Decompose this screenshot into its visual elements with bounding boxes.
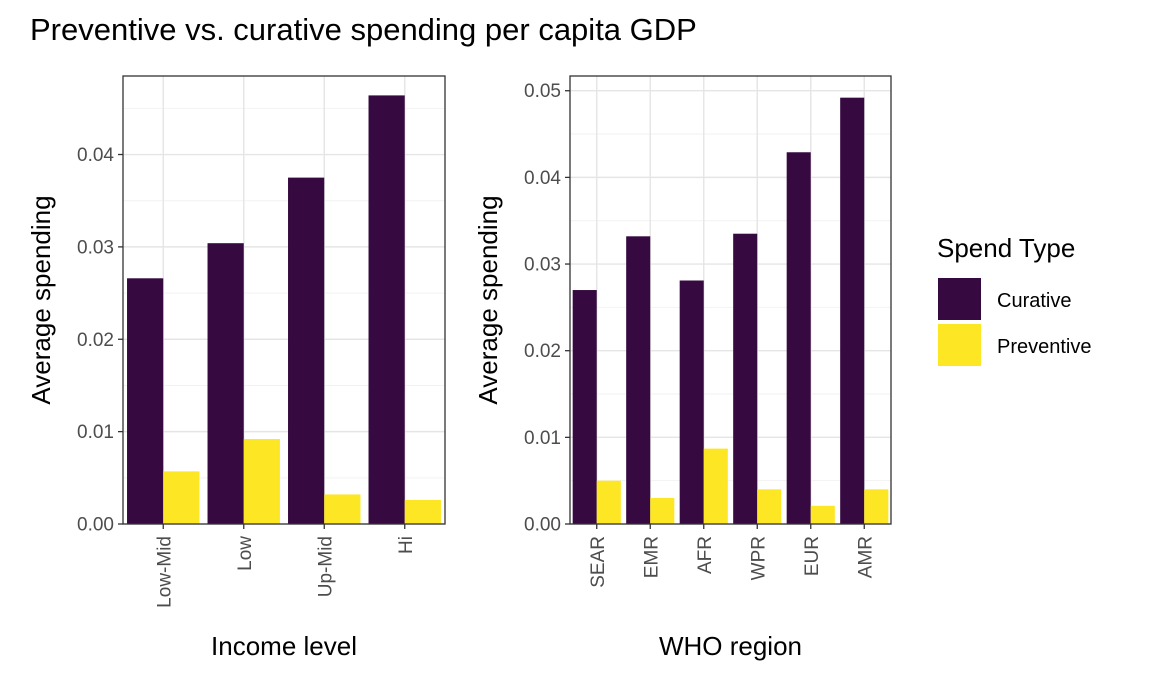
legend-swatch-curative — [938, 278, 981, 320]
income-level-panel: 0.00 0.01 0.02 0.03 0.04 Low-Mid Low Up-Mid Hi In… — [26, 75, 446, 661]
bar-preventive-up-mid — [324, 494, 361, 524]
bar-curative-emr — [626, 236, 651, 524]
x-tick-label: Low — [235, 536, 256, 571]
y-tick-label: 0.00 — [524, 515, 561, 536]
bar-preventive-low-mid — [163, 471, 200, 524]
y-tick-label: 0.03 — [524, 255, 561, 276]
y-tick-label: 0.04 — [77, 145, 114, 166]
who-region-panel: 0.00 0.01 0.02 0.03 0.04 0.05 SEAR EMR AFR WPR EUR… — [473, 75, 892, 661]
y-tick-label: 0.01 — [524, 428, 561, 449]
bar-curative-amr — [840, 97, 865, 524]
bar-preventive-sear — [596, 480, 621, 524]
y-tick-label: 0.02 — [524, 341, 561, 362]
legend: Spend Type Curative Preventive — [937, 233, 1092, 366]
bar-preventive-low — [243, 439, 280, 524]
bar-curative-eur — [786, 152, 811, 525]
bar-preventive-hi — [404, 499, 441, 524]
x-tick-label: Low-Mid — [154, 536, 175, 608]
bar-curative-afr — [679, 280, 704, 524]
y-tick-label: 0.01 — [77, 422, 114, 443]
bar-curative-low — [207, 243, 244, 524]
bar-preventive-afr — [703, 448, 728, 524]
bar-preventive-eur — [810, 505, 835, 524]
x-tick-label: Hi — [396, 536, 417, 554]
legend-label-preventive: Preventive — [997, 336, 1092, 358]
chart-title: Preventive vs. curative spending per cap… — [30, 12, 697, 47]
x-tick-label: SEAR — [588, 536, 609, 588]
bar-curative-sear — [572, 290, 597, 524]
legend-label-curative: Curative — [997, 290, 1071, 312]
bar-preventive-amr — [864, 489, 889, 524]
x-tick-label: EMR — [641, 536, 662, 578]
y-axis-title: Average spending — [26, 195, 56, 404]
bar-curative-hi — [368, 95, 405, 524]
bar-curative-up-mid — [288, 177, 325, 524]
x-tick-label: Up-Mid — [315, 536, 336, 597]
x-tick-label: WPR — [748, 536, 769, 580]
y-tick-label: 0.02 — [77, 330, 114, 351]
y-tick-label: 0.04 — [524, 168, 561, 189]
panel-border — [569, 75, 892, 525]
plot-area — [570, 76, 891, 524]
x-tick-label: AFR — [695, 536, 716, 574]
legend-swatch-preventive — [938, 324, 981, 366]
y-axis-title: Average spending — [473, 195, 503, 404]
y-tick-label: 0.03 — [77, 237, 114, 258]
y-tick-label: 0.00 — [77, 515, 114, 536]
x-axis-title: Income level — [211, 631, 357, 661]
x-tick-label: EUR — [802, 536, 823, 576]
bar-preventive-wpr — [757, 489, 782, 524]
bar-curative-wpr — [733, 233, 758, 524]
panel-border — [122, 75, 446, 525]
legend-title: Spend Type — [937, 233, 1075, 263]
x-tick-label: AMR — [855, 536, 876, 578]
y-tick-label: 0.05 — [524, 81, 561, 102]
x-axis-title: WHO region — [659, 631, 802, 661]
bar-curative-low-mid — [127, 278, 164, 524]
bar-preventive-emr — [650, 498, 675, 524]
